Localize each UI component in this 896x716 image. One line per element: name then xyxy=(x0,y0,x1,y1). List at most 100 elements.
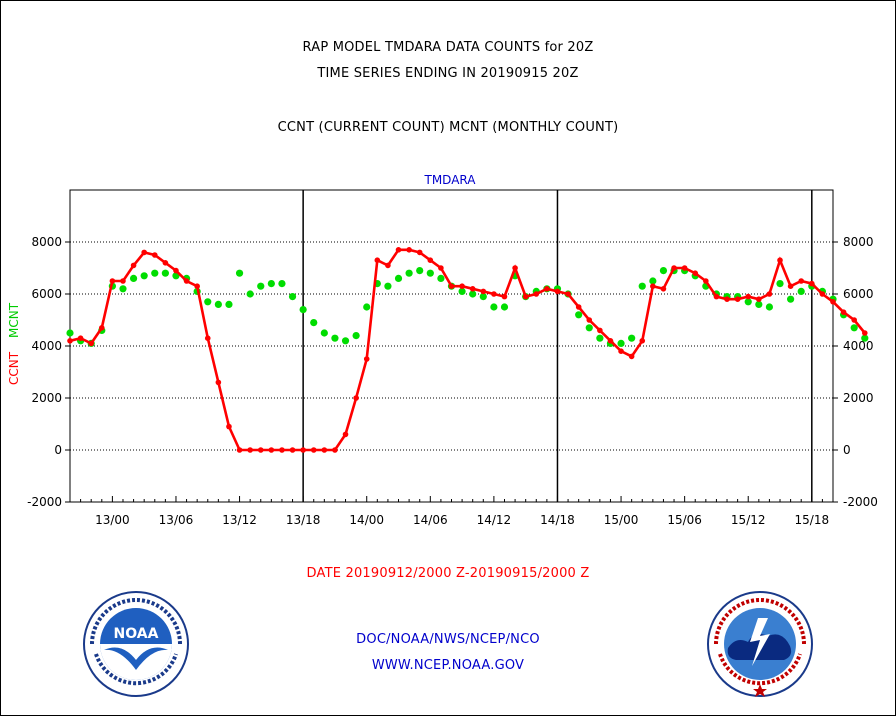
mcnt-point xyxy=(638,282,646,290)
ccnt-point xyxy=(194,283,200,290)
ccnt-point xyxy=(247,447,253,453)
ccnt-point xyxy=(215,379,222,386)
mcnt-point xyxy=(755,300,763,308)
ccnt-point xyxy=(332,447,338,453)
mcnt-point xyxy=(469,290,477,298)
ytick-label-right: 8000 xyxy=(843,235,874,249)
ccnt-point xyxy=(226,423,232,430)
ccnt-point xyxy=(385,262,391,269)
ccnt-point xyxy=(406,247,412,253)
ccnt-point xyxy=(88,340,94,347)
ccnt-point xyxy=(183,278,190,284)
mcnt-point xyxy=(278,280,286,288)
xtick-label: 15/18 xyxy=(795,513,830,527)
ccnt-point xyxy=(77,335,84,342)
nws-logo xyxy=(707,591,813,697)
gridlines xyxy=(70,241,833,451)
ccnt-point xyxy=(363,356,370,362)
ccnt-point xyxy=(861,330,868,336)
ccnt-point xyxy=(724,296,730,303)
mcnt-point xyxy=(151,269,159,277)
ccnt-point xyxy=(565,291,571,297)
mcnt-point xyxy=(161,269,169,277)
noaa-logo-label: NOAA xyxy=(114,626,159,642)
mcnt-point xyxy=(575,311,583,319)
mcnt-point xyxy=(246,290,254,298)
xtick-label: 15/06 xyxy=(667,513,702,527)
ytick-label-left: 4000 xyxy=(31,339,62,353)
ccnt-point xyxy=(448,283,455,290)
mcnt-point xyxy=(341,337,350,345)
mcnt-point xyxy=(458,287,466,295)
ytick-label-right: 2000 xyxy=(843,391,874,405)
ccnt-point xyxy=(639,338,646,344)
ccnt-point xyxy=(427,257,434,264)
mcnt-point xyxy=(797,287,805,295)
mcnt-point xyxy=(500,303,509,311)
ccnt-point xyxy=(109,278,116,284)
ytick-label-left: -2000 xyxy=(27,495,62,509)
ccnt-point xyxy=(766,291,773,297)
ccnt-point xyxy=(173,267,179,274)
mcnt-point xyxy=(776,280,784,288)
ccnt-point xyxy=(130,262,137,269)
ccnt-point xyxy=(787,283,794,290)
xtick-label: 14/06 xyxy=(413,513,448,527)
mcnt-point xyxy=(861,334,869,342)
ccnt-point xyxy=(830,299,836,305)
ytick-label-left: 0 xyxy=(54,443,62,457)
xtick-label: 14/18 xyxy=(540,513,575,527)
ccnt-point xyxy=(597,327,603,334)
mcnt-point xyxy=(225,300,233,308)
ccnt-point xyxy=(416,249,423,256)
mcnt-point xyxy=(204,298,212,306)
mcnt-point xyxy=(363,303,371,311)
title-line-2: TIME SERIES ENDING IN 20190915 20Z xyxy=(317,66,579,81)
mcnt-point xyxy=(585,324,593,332)
ccnt-point xyxy=(491,291,497,297)
ccnt-point xyxy=(98,325,105,331)
ccnt-point xyxy=(533,291,540,297)
mcnt-point xyxy=(649,277,657,285)
ccnt-point xyxy=(268,447,275,453)
mcnt-point xyxy=(320,329,328,337)
ccnt-point xyxy=(681,265,688,271)
ccnt-point xyxy=(512,265,518,271)
y-axis-left: -2000 0 2000 4000 6000 8000 xyxy=(27,235,70,509)
mcnt-point xyxy=(119,285,127,293)
mcnt-point xyxy=(405,269,413,277)
ccnt-point xyxy=(321,447,328,453)
ccnt-point xyxy=(300,447,306,453)
ccnt-point xyxy=(713,293,720,300)
ytick-label-left: 2000 xyxy=(31,391,62,405)
series-layer xyxy=(66,247,869,453)
mcnt-point xyxy=(257,282,265,290)
mcnt-point xyxy=(140,272,148,280)
mcnt-point xyxy=(288,293,297,301)
mcnt-point xyxy=(129,274,138,282)
ccnt-point xyxy=(650,283,656,290)
noaa-logo: NOAA xyxy=(83,591,189,697)
ccnt-point xyxy=(660,286,667,292)
date-range: DATE 20190912/2000 Z-20190915/2000 Z xyxy=(306,566,590,581)
ccnt-point xyxy=(544,286,550,292)
mcnt-point xyxy=(596,334,604,342)
ccnt-point xyxy=(162,260,169,266)
ccnt-point xyxy=(618,348,624,355)
ccnt-point xyxy=(851,317,857,323)
footer-url: WWW.NCEP.NOAA.GOV xyxy=(371,658,525,673)
ccnt-point xyxy=(395,247,402,253)
mcnt-point xyxy=(394,274,403,282)
ccnt-point xyxy=(607,338,614,344)
ytick-label-right: -2000 xyxy=(843,495,878,509)
mcnt-point xyxy=(628,334,636,342)
ytick-label-left: 6000 xyxy=(31,287,62,301)
y-axis-right: -2000 0 2000 4000 6000 8000 xyxy=(833,235,878,509)
mcnt-point xyxy=(352,332,360,340)
ccnt-point xyxy=(141,249,147,256)
ccnt-point xyxy=(703,278,709,284)
xtick-label: 14/12 xyxy=(477,513,512,527)
ccnt-point xyxy=(459,283,465,290)
ccnt-point xyxy=(501,293,508,300)
